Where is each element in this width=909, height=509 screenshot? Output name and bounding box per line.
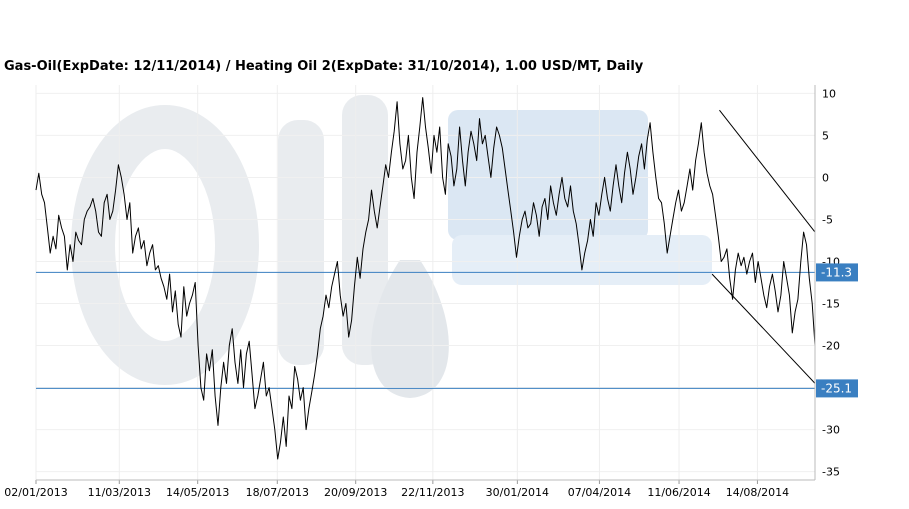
grid-lines — [35, 85, 815, 480]
y-tick-label: -30 — [822, 424, 840, 437]
horizontal-reference-lines — [36, 271, 815, 389]
y-tick-label: -20 — [822, 340, 840, 353]
price-series — [35, 97, 816, 460]
y-tick-label: -5 — [822, 213, 833, 226]
oilstat-watermark-logo — [71, 95, 712, 398]
trend-channel — [711, 109, 816, 384]
x-tick-label: 11/06/2014 — [647, 486, 710, 499]
trend-channel-lower-line — [711, 273, 816, 384]
price-series-line — [35, 97, 816, 460]
x-tick-label: 11/03/2013 — [88, 486, 151, 499]
x-tick-label: 20/09/2013 — [324, 486, 387, 499]
x-tick-label: 30/01/2014 — [486, 486, 549, 499]
reference-line-badge — [816, 263, 858, 282]
x-tick-label: 18/07/2013 — [246, 486, 309, 499]
reference-line-badge — [816, 379, 858, 398]
chart-title: Gas-Oil(ExpDate: 12/11/2014) / Heating O… — [4, 59, 644, 74]
x-tick-label: 02/01/2013 — [4, 486, 67, 499]
x-tick-label: 14/05/2013 — [166, 486, 229, 499]
reference-line-labels: -11.3 -25.1 — [816, 263, 858, 398]
x-tick-label: 14/08/2014 — [726, 486, 789, 499]
x-axis: 02/01/2013 11/03/2013 14/05/2013 18/07/2013… — [4, 479, 815, 499]
reference-line-label: -25.1 — [821, 381, 852, 395]
y-tick-label: -15 — [822, 298, 840, 311]
y-tick-label: 0 — [822, 171, 829, 184]
y-tick-label: 5 — [822, 129, 829, 142]
x-tick-label: 07/04/2014 — [568, 486, 631, 499]
reference-line-label: -11.3 — [821, 265, 852, 279]
y-tick-label: -35 — [822, 466, 840, 479]
y-tick-label: 10 — [822, 87, 836, 100]
x-tick-label: 22/11/2013 — [401, 486, 464, 499]
trend-channel-upper-line — [719, 109, 816, 233]
